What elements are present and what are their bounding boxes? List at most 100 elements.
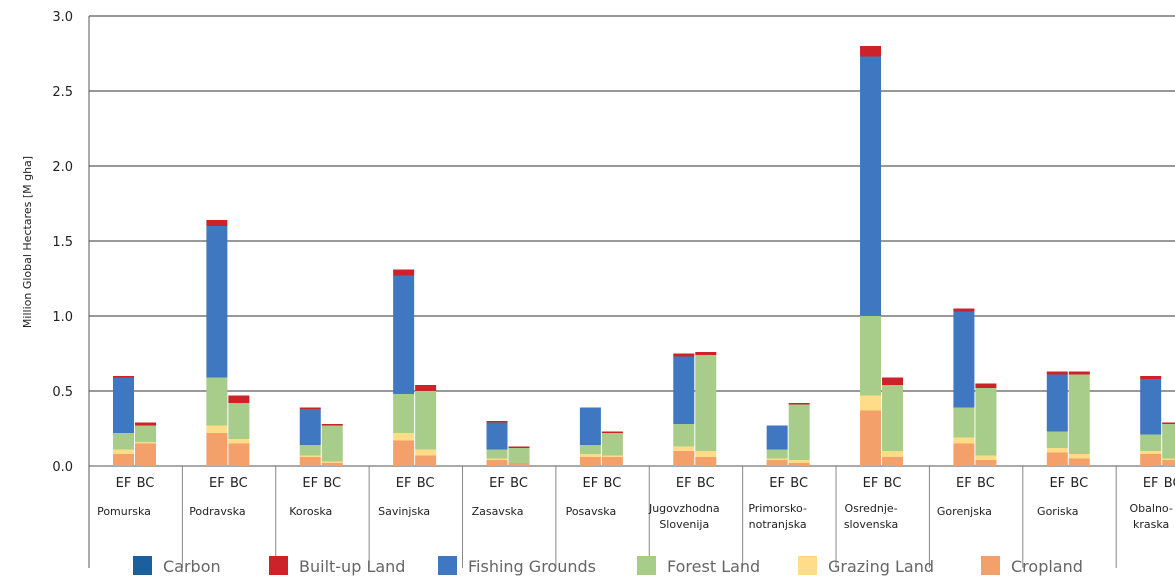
x-axis: EF BC Pomurska EF BC Podravska EF BC Koroska EF BC… xyxy=(97,466,1175,568)
bar-segment-built-up-land xyxy=(415,385,437,391)
bar-segment-cropland xyxy=(953,443,975,466)
bar-segment-fishing-grounds xyxy=(1046,374,1068,432)
bar-segment-grazing-land xyxy=(321,461,343,463)
legend-label: Carbon xyxy=(163,557,221,576)
category-label: Goriska xyxy=(1037,505,1078,518)
y-tick-label: 1.5 xyxy=(52,235,73,250)
bar-label-ef: EF xyxy=(583,476,599,491)
bar-segment-grazing-land xyxy=(228,439,250,444)
legend-label: Built-up Land xyxy=(299,557,405,576)
y-tick-label: 1.0 xyxy=(52,310,73,325)
bar-segment-built-up-land xyxy=(113,376,134,378)
bar-segment-cropland xyxy=(321,463,343,466)
bar-segment-grazing-land xyxy=(113,449,134,454)
bar-segment-cropland xyxy=(299,457,321,466)
bar-label-bc: BC xyxy=(1164,476,1175,491)
bar-segment-built-up-land xyxy=(299,407,321,409)
bar-label-ef: EF xyxy=(116,476,132,491)
bar-segment-forest-land xyxy=(860,316,882,396)
bar-segment-fishing-grounds xyxy=(206,226,228,378)
bar-segment-cropland xyxy=(228,443,250,466)
bar-segment-cropland xyxy=(766,460,788,466)
category-label: Primorsko- xyxy=(748,502,807,515)
bar-segment-fishing-grounds xyxy=(860,56,882,316)
bar-segment-built-up-land xyxy=(695,352,717,355)
bar-segment-built-up-land xyxy=(1140,376,1162,379)
y-tick-label: 3.0 xyxy=(52,10,73,25)
bar-segment-built-up-land xyxy=(393,269,415,276)
bar-segment-cropland xyxy=(486,460,508,466)
bar-segment-fishing-grounds xyxy=(299,409,321,445)
bar-segment-cropland xyxy=(415,455,437,466)
bar-segment-grazing-land xyxy=(1046,448,1068,453)
bar-segment-forest-land xyxy=(673,424,695,447)
category-label: Slovenija xyxy=(659,518,709,531)
bar-segment-fishing-grounds xyxy=(953,311,975,408)
bar-segment-grazing-land xyxy=(788,460,810,463)
bar-segment-built-up-land xyxy=(975,383,997,388)
y-tick-label: 2.5 xyxy=(52,85,73,100)
bar-label-bc: BC xyxy=(977,476,995,491)
bar-segment-cropland xyxy=(135,443,156,466)
legend-swatch xyxy=(981,556,1000,575)
bar-segment-cropland xyxy=(975,460,997,466)
legend-label: Grazing Land xyxy=(828,557,934,576)
bar-segment-built-up-land xyxy=(1162,422,1175,424)
bar-segment-forest-land xyxy=(135,425,156,442)
bar-segment-cropland xyxy=(206,433,228,466)
bar-label-bc: BC xyxy=(510,476,528,491)
bar-segment-forest-land xyxy=(1162,424,1175,459)
bar-segment-cropland xyxy=(695,457,717,466)
category-label: Osrednje- xyxy=(844,502,897,515)
category-label: Obalno- xyxy=(1130,502,1173,515)
bar-segment-forest-land xyxy=(228,403,250,439)
bar-label-ef: EF xyxy=(396,476,412,491)
bar-segment-forest-land xyxy=(299,445,321,456)
bars xyxy=(113,46,1175,466)
legend-label: Forest Land xyxy=(667,557,760,576)
bar-segment-forest-land xyxy=(1140,434,1162,451)
bar-segment-grazing-land xyxy=(766,458,788,460)
bar-segment-cropland xyxy=(1046,452,1068,466)
bar-segment-built-up-land xyxy=(206,220,228,226)
bar-label-bc: BC xyxy=(790,476,808,491)
bar-segment-fishing-grounds xyxy=(1140,379,1162,435)
bar-segment-forest-land xyxy=(766,449,788,459)
bar-segment-forest-land xyxy=(788,404,810,460)
bar-segment-grazing-land xyxy=(1068,454,1090,459)
bar-segment-grazing-land xyxy=(486,458,508,460)
bar-segment-forest-land xyxy=(393,394,415,433)
bar-segment-cropland xyxy=(1140,454,1162,466)
bar-segment-forest-land xyxy=(486,449,508,459)
category-label: slovenska xyxy=(844,518,898,531)
y-tick-label: 2.0 xyxy=(52,160,73,175)
bar-segment-grazing-land xyxy=(579,454,601,457)
bar-label-bc: BC xyxy=(604,476,622,491)
bar-segment-grazing-land xyxy=(673,446,695,451)
bar-label-ef: EF xyxy=(302,476,318,491)
bar-label-bc: BC xyxy=(137,476,155,491)
bar-segment-built-up-land xyxy=(601,431,623,433)
bar-segment-grazing-land xyxy=(882,451,904,457)
category-label: Koroska xyxy=(289,505,332,518)
bar-segment-fishing-grounds xyxy=(766,425,788,450)
bar-segment-fishing-grounds xyxy=(673,356,695,424)
bar-segment-built-up-land xyxy=(1046,371,1068,375)
bar-label-ef: EF xyxy=(1049,476,1065,491)
bar-segment-built-up-land xyxy=(135,422,156,426)
bar-segment-forest-land xyxy=(415,391,437,450)
bar-segment-forest-land xyxy=(113,433,134,450)
bar-label-ef: EF xyxy=(863,476,879,491)
bar-segment-cropland xyxy=(601,457,623,466)
bar-segment-grazing-land xyxy=(953,437,975,444)
bar-segment-built-up-land xyxy=(860,46,882,57)
bar-segment-grazing-land xyxy=(860,395,882,411)
category-label: Pomurska xyxy=(97,505,151,518)
legend-swatch xyxy=(798,556,817,575)
bar-segment-forest-land xyxy=(1068,374,1090,454)
bar-segment-forest-land xyxy=(695,355,717,451)
bar-segment-grazing-land xyxy=(135,442,156,444)
category-label: Posavska xyxy=(566,505,617,518)
bar-segment-fishing-grounds xyxy=(486,422,508,450)
